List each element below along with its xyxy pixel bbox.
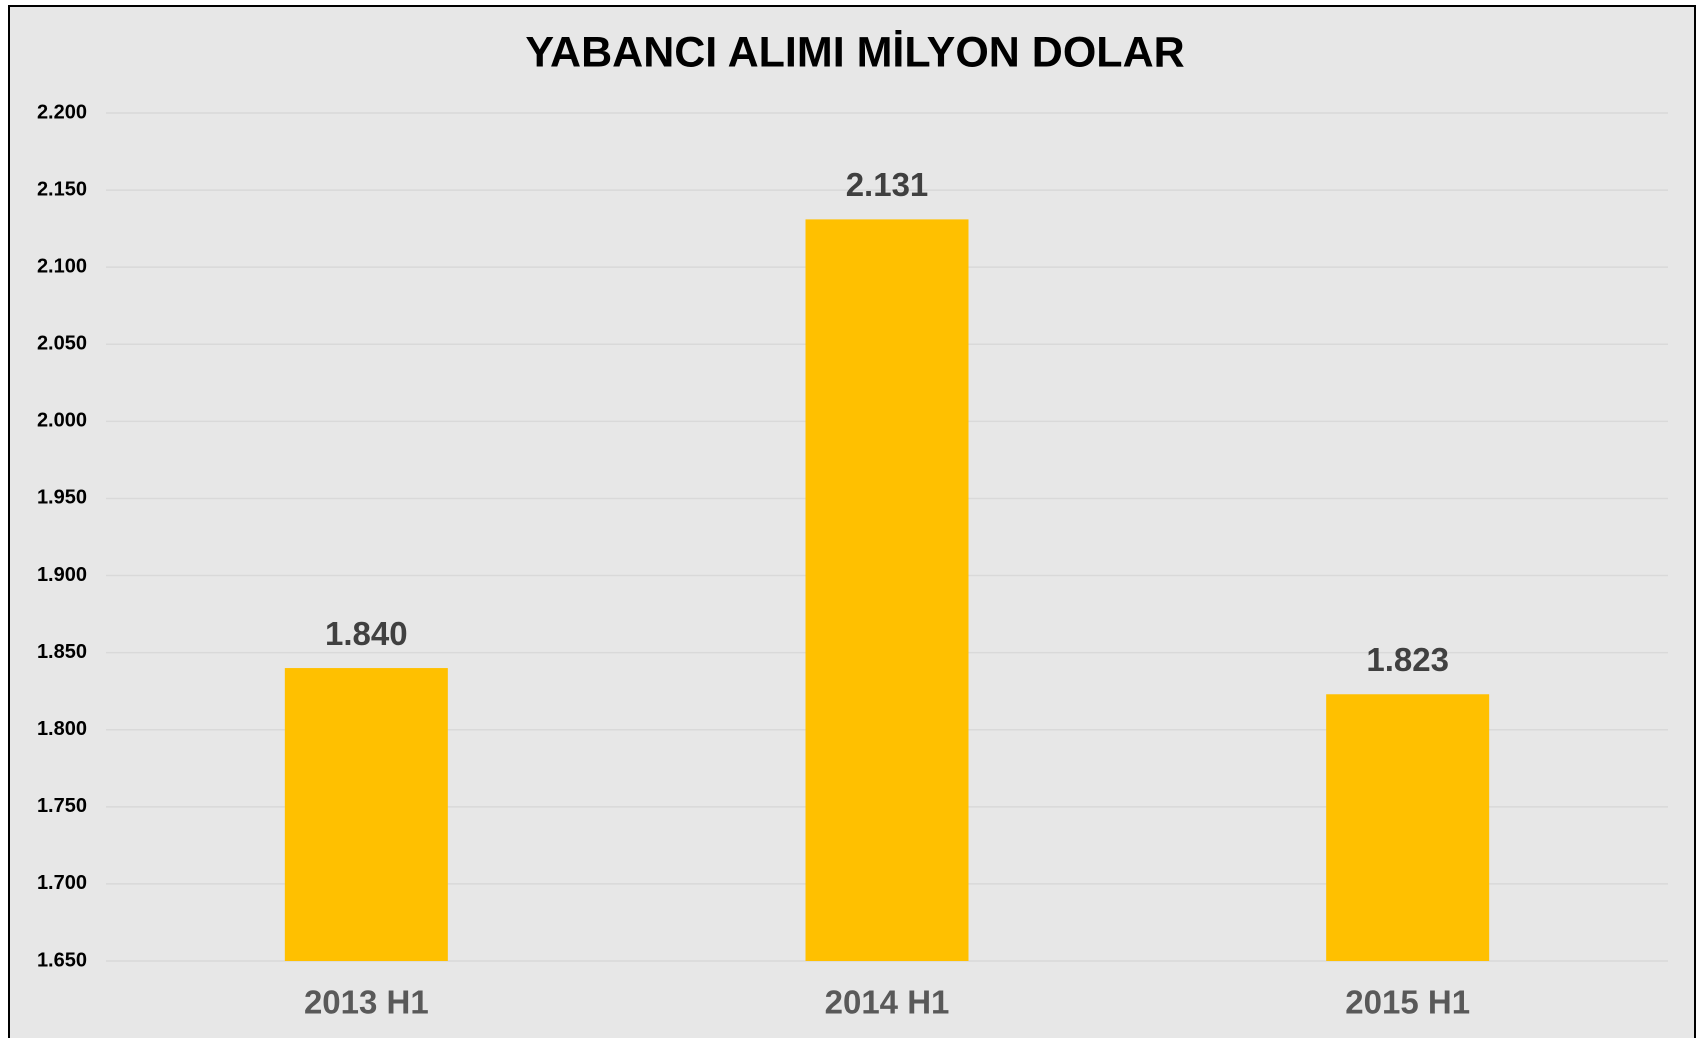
y-tick-label: 1.650 (37, 949, 87, 971)
bar (1326, 694, 1490, 961)
bar (805, 219, 969, 962)
x-tick-label: 2013 H1 (304, 984, 429, 1021)
y-tick-label: 1.900 (37, 564, 87, 586)
x-tick-label: 2015 H1 (1345, 984, 1470, 1021)
data-label: 1.823 (1366, 641, 1449, 678)
data-label: 2.131 (846, 166, 929, 203)
y-tick-label: 1.750 (37, 795, 87, 817)
y-tick-label: 1.950 (37, 487, 87, 509)
y-tick-label: 2.100 (37, 255, 87, 277)
y-tick-label: 2.050 (37, 333, 87, 355)
y-tick-label: 1.850 (37, 641, 87, 663)
y-tick-label: 1.800 (37, 718, 87, 740)
y-tick-label: 2.200 (37, 101, 87, 123)
x-tick-label: 2014 H1 (825, 984, 950, 1021)
y-tick-label: 2.000 (37, 410, 87, 432)
y-tick-label: 1.700 (37, 872, 87, 894)
chart-title: YABANCI ALIMI MİLYON DOLAR (525, 28, 1184, 76)
bar (284, 668, 448, 961)
data-label: 1.840 (325, 615, 408, 652)
y-tick-label: 2.150 (37, 178, 87, 200)
